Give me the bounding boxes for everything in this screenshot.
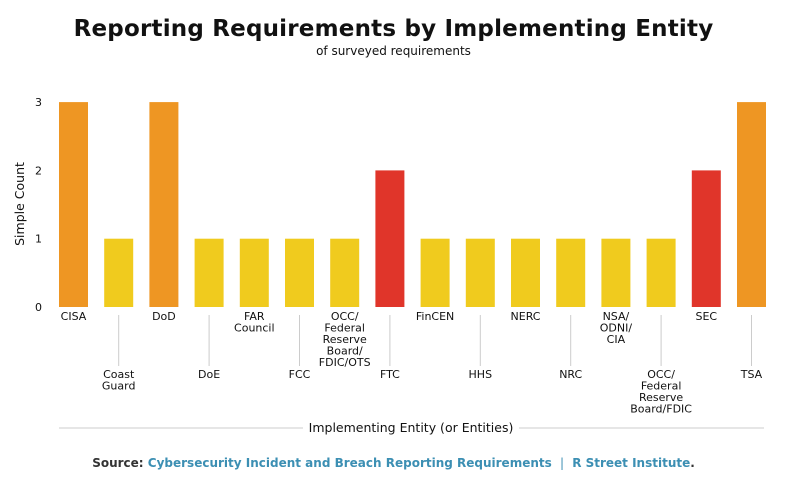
y-tick-label: 0 [35,301,42,314]
x-tick-label: NERC [511,310,541,323]
x-tick-label: Coast Guard [102,368,136,393]
bar [285,238,314,307]
bar [465,238,495,307]
bar [420,238,450,307]
bar [646,238,676,307]
x-tick-label: NSA/ODNI/CIA [600,310,633,346]
y-axis-title: Simple Count [12,162,27,246]
x-tick-label: FTC [380,368,400,381]
bar [239,238,269,307]
source-end: . [690,456,695,470]
bars-layer [59,102,766,307]
bar [511,238,540,307]
bar [375,170,405,307]
x-tick-label: OCC/Federal Reserve Board/FDIC [630,368,692,416]
bar [330,238,360,307]
source-title-link[interactable]: Cybersecurity Incident and Breach Report… [147,456,552,470]
bar [194,238,224,307]
x-tick-label: TSA [740,368,763,381]
x-tick-label: FCC [289,368,311,381]
bar [59,102,88,307]
x-tick-label: FAR Council [234,310,275,335]
x-tick-label: DoD [152,310,176,323]
y-ticks-layer: 0 1 2 3 [35,96,42,314]
y-tick-label: 3 [35,96,42,109]
bar [149,102,179,307]
bar [737,102,766,307]
x-axis-title: Implementing Entity (or Entities) [309,420,514,435]
chart-subtitle: of surveyed requirements [316,44,471,58]
y-tick-label: 1 [35,233,42,246]
y-tick-label: 2 [35,164,42,177]
x-tick-label: FinCEN [416,310,454,323]
bar [691,170,721,307]
bar [601,238,631,307]
source-label: Source: [92,456,144,470]
source-separator: | [559,456,564,470]
bar [104,238,134,307]
source-line: Source: Cybersecurity Incident and Breac… [0,456,787,470]
x-labels-layer: CISA Coast Guard DoD DoE FAR Council FCC OCC/Fed… [61,310,763,416]
x-tick-label: HHS [469,368,493,381]
x-tick-label: SEC [695,310,717,323]
x-tick-label: OCC/Federal Reserve Board/FDIC/OTS [319,310,371,369]
bar [556,238,586,307]
x-tick-label: CISA [61,310,87,323]
chart-title: Reporting Requirements by Implementing E… [73,16,714,42]
source-org-link[interactable]: R Street Institute [572,456,691,470]
x-tick-label: NRC [559,368,582,381]
x-tick-label: DoE [198,368,220,381]
